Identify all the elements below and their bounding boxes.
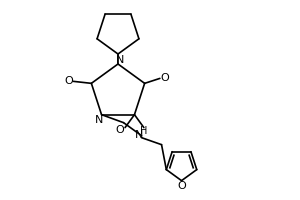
Text: N: N xyxy=(116,55,124,65)
Text: O: O xyxy=(160,73,169,83)
Text: N: N xyxy=(95,115,104,125)
Text: H: H xyxy=(140,126,147,136)
Text: O: O xyxy=(177,181,186,191)
Text: O: O xyxy=(64,76,73,86)
Text: N: N xyxy=(135,130,144,140)
Text: O: O xyxy=(116,125,124,135)
